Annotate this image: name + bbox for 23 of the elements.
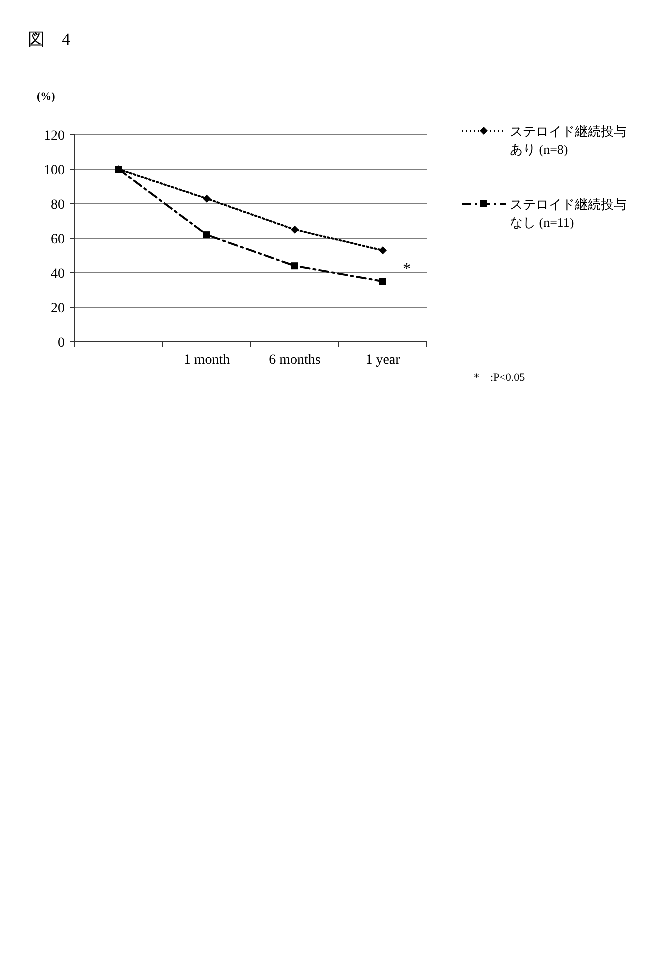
point <box>291 226 299 234</box>
y-tick-label: 120 <box>44 128 65 144</box>
y-tick-label: 60 <box>51 232 65 248</box>
legend-label: ステロイド継続投与なし (n=11) <box>510 197 627 230</box>
y-tick-label: 80 <box>51 198 65 213</box>
y-axis-title: (%) <box>37 91 56 103</box>
annotation: * <box>403 261 411 278</box>
point <box>203 194 211 203</box>
x-tick-label: 1 month <box>184 353 230 368</box>
x-tick-label: 1 year <box>366 353 401 368</box>
point <box>292 262 298 270</box>
chart-title: 図 4 <box>28 30 71 49</box>
legend-label: ステロイド継続投与あり (n=8) <box>510 124 627 157</box>
y-tick-label: 20 <box>51 301 65 316</box>
y-tick-label: 100 <box>44 163 65 178</box>
point <box>204 232 210 239</box>
text: * :P<0.05 <box>474 372 526 384</box>
x-tick-label: 6 months <box>269 353 321 368</box>
point <box>380 278 386 286</box>
point <box>379 246 387 255</box>
y-tick-label: 40 <box>51 266 65 282</box>
point <box>116 166 122 173</box>
y-tick-label: 0 <box>58 336 65 351</box>
